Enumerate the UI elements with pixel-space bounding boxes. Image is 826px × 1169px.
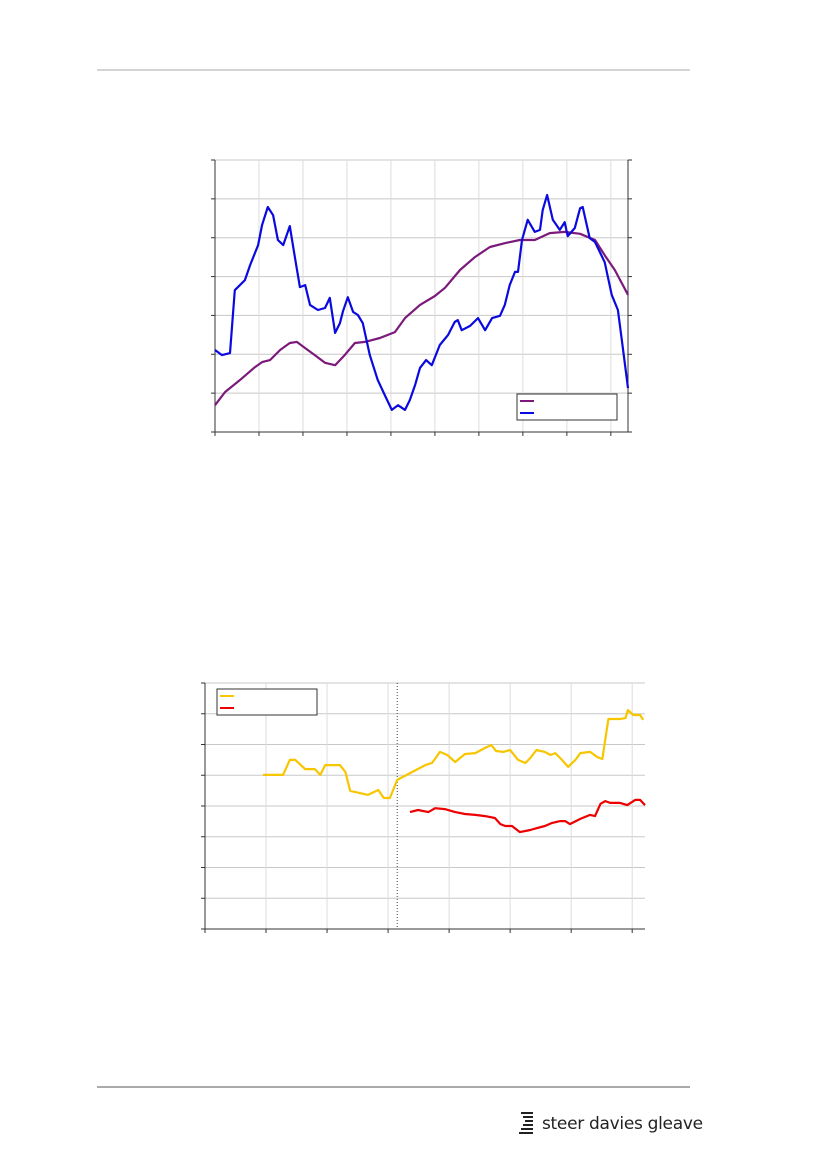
plot-area [215,160,628,432]
chart [211,159,632,436]
legend [516,393,618,421]
chart [201,682,646,933]
legend-box [216,688,318,716]
series-line [263,709,645,800]
legend [216,688,318,716]
logo: steer davies gleave [519,1112,703,1134]
logo-icon [519,1112,533,1134]
series-line [409,798,646,834]
series-line [214,230,629,406]
series-line [214,193,630,411]
legend-box [516,393,618,421]
logo-text: steer davies gleave [542,1114,703,1134]
